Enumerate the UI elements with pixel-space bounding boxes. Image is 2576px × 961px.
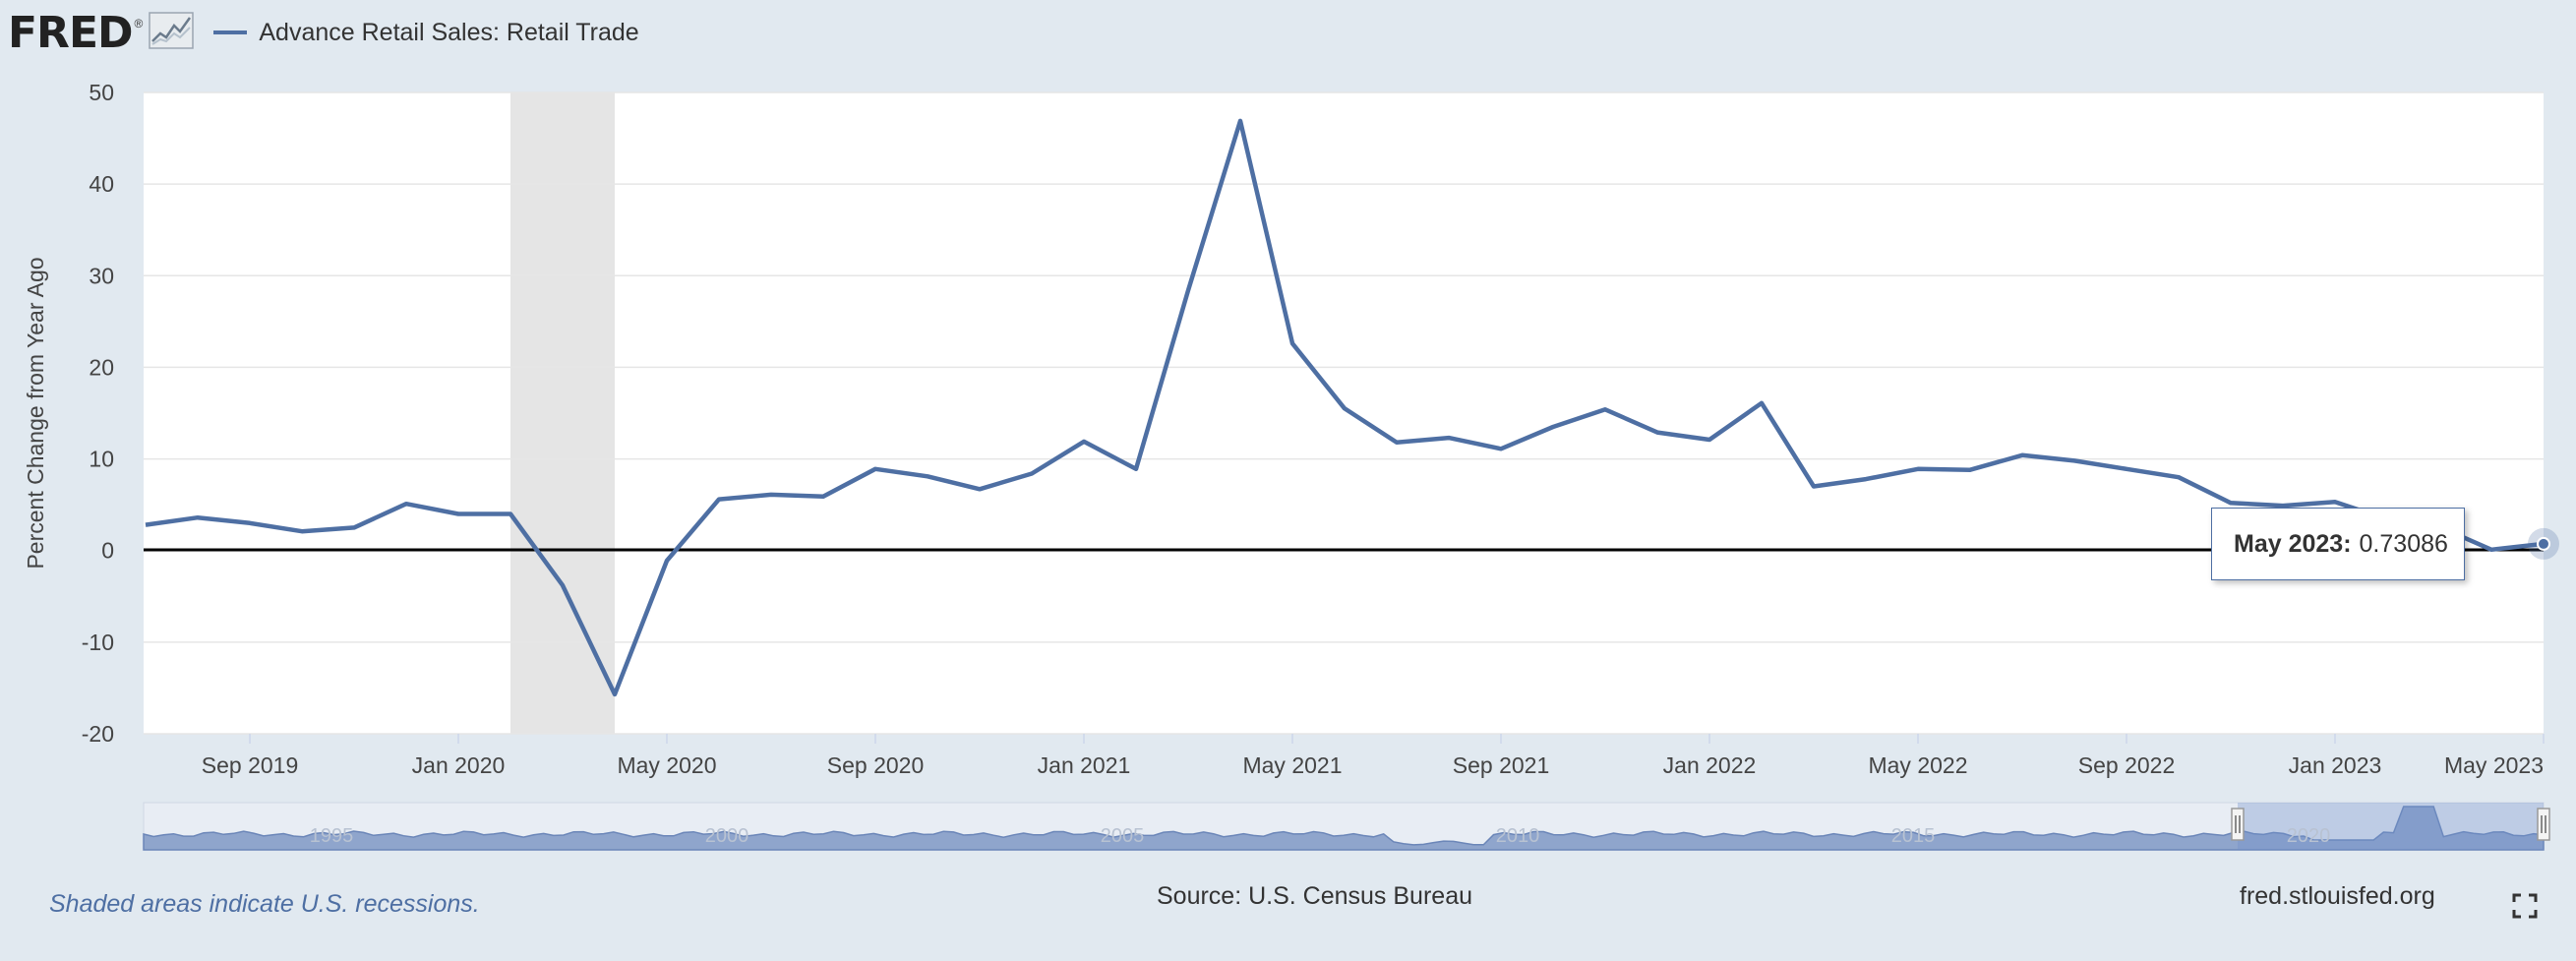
x-tick-label: Jan 2022 <box>1663 752 1757 778</box>
navigator-tick-label: 2010 <box>1496 825 1540 847</box>
recession-band <box>510 92 615 734</box>
navigator-handle-right[interactable] <box>2537 808 2550 841</box>
navigator-tick-label: 2005 <box>1101 825 1145 847</box>
series-line[interactable] <box>145 118 2545 697</box>
navigator-tick-label: 1995 <box>310 825 354 847</box>
x-tick-label: Sep 2019 <box>202 752 298 778</box>
fullscreen-icon[interactable] <box>2512 893 2538 924</box>
x-tick-label: May 2023 <box>2444 752 2544 778</box>
recession-note: Shaded areas indicate U.S. recessions. <box>49 890 480 918</box>
x-tick-label: May 2022 <box>1868 752 1967 778</box>
chart-logo-icon <box>149 11 195 54</box>
x-tick-label: May 2021 <box>1242 752 1342 778</box>
recession-shading-layer <box>510 92 615 734</box>
tooltip: May 2023: 0.73086 <box>2211 508 2465 580</box>
plot-area <box>144 92 2544 734</box>
y-axis-ticks: 50 40 30 20 10 0 -10 -20 <box>82 80 114 747</box>
legend-label: Advance Retail Sales: Retail Trade <box>259 18 639 46</box>
navigator-tick-label: 2020 <box>2287 825 2331 847</box>
x-tick-label: Jan 2023 <box>2289 752 2382 778</box>
y-tick-label: 40 <box>89 171 114 197</box>
site-link[interactable]: fred.stlouisfed.org <box>2240 882 2435 910</box>
x-tick-label: Sep 2020 <box>827 752 924 778</box>
data-points <box>2528 527 2559 560</box>
y-tick-label: -20 <box>82 721 114 747</box>
fred-logo[interactable]: FRED <box>8 7 134 58</box>
navigator-series-area <box>143 806 2545 851</box>
legend-swatch <box>213 30 248 34</box>
y-tick-label: 20 <box>89 354 114 380</box>
navigator-tick-label: 2015 <box>1891 825 1936 847</box>
x-axis-ticks: Sep 2019 Jan 2020 May 2020 Sep 2020 Jan 2021… <box>202 734 2545 778</box>
tooltip-value: 0.73086 <box>2359 529 2448 558</box>
y-tick-label: 10 <box>89 447 114 472</box>
navigator-ticks: 1995 2000 2005 2010 2015 2020 <box>310 825 2331 847</box>
x-tick-label: Jan 2021 <box>1038 752 1131 778</box>
x-tick-label: May 2020 <box>617 752 716 778</box>
x-tick-label: Sep 2021 <box>1453 752 1549 778</box>
y-axis-label: Percent Change from Year Ago <box>23 257 48 569</box>
registered-mark: ® <box>134 17 144 30</box>
y-tick-label: 30 <box>89 263 114 288</box>
chart-header: FRED ® Advance Retail Sales: Retail Trad… <box>8 7 639 58</box>
x-tick-label: Sep 2022 <box>2078 752 2175 778</box>
y-tick-label: 0 <box>101 538 114 564</box>
navigator-selection[interactable] <box>2238 803 2544 850</box>
navigator-handle-left[interactable] <box>2231 808 2245 841</box>
y-tick-label: -10 <box>82 630 114 655</box>
legend[interactable]: Advance Retail Sales: Retail Trade <box>213 18 639 47</box>
data-point[interactable] <box>2537 536 2550 551</box>
y-tick-label: 50 <box>89 80 114 105</box>
source-text: Source: U.S. Census Bureau <box>1157 882 1472 910</box>
navigator-tick-label: 2000 <box>705 825 749 847</box>
tooltip-date: May 2023: <box>2234 529 2352 558</box>
x-tick-label: Jan 2020 <box>412 752 506 778</box>
gridlines <box>144 91 2544 735</box>
